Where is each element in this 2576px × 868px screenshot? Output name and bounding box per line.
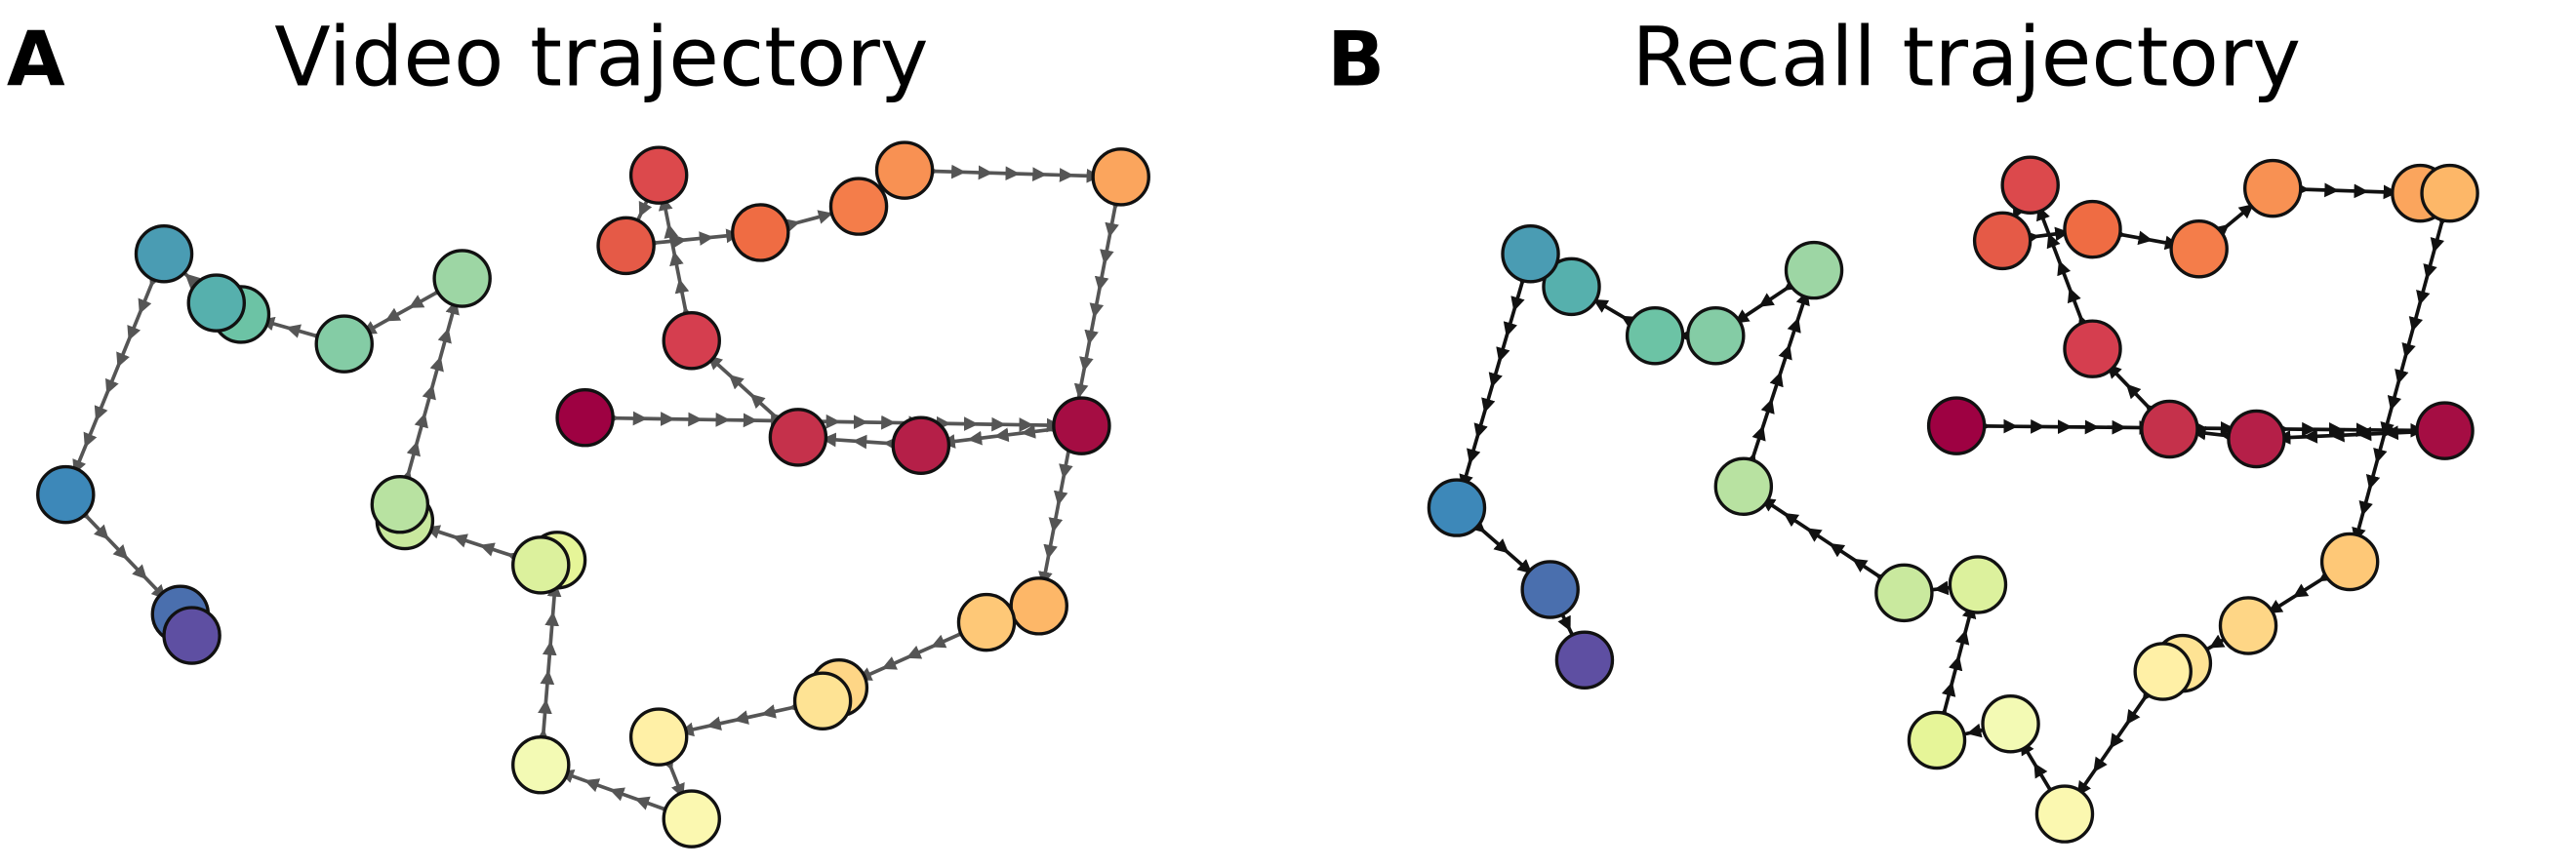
state-node: [2169, 219, 2229, 279]
state-node: [2319, 532, 2380, 592]
state-node: [1427, 478, 1487, 537]
state-node: [2034, 784, 2095, 844]
state-node: [731, 203, 790, 262]
state-node: [2227, 409, 2286, 469]
state-node: [2140, 399, 2199, 459]
edge: [1742, 269, 1816, 488]
state-node: [1625, 306, 1685, 366]
edge: [1742, 485, 1906, 595]
state-node: [891, 415, 951, 475]
state-node: [36, 464, 96, 525]
state-node: [792, 671, 853, 730]
edge: [1956, 418, 2445, 438]
state-node: [1926, 396, 1987, 455]
state-node: [768, 408, 828, 467]
state-node: [134, 224, 194, 284]
state-node: [1009, 576, 1068, 636]
panel-title: Recall trajectory: [1631, 9, 2301, 104]
state-node: [1972, 211, 2033, 271]
edge: [1455, 253, 1533, 509]
state-node: [1784, 240, 1844, 300]
trajectory-panel: [36, 140, 1150, 848]
state-node: [1542, 256, 1601, 317]
state-node: [2243, 158, 2303, 218]
state-node: [1948, 555, 2008, 614]
state-node: [1981, 694, 2040, 754]
state-node: [370, 474, 430, 534]
state-node: [1091, 147, 1150, 207]
edge: [2348, 192, 2452, 563]
edge: [535, 560, 562, 766]
plots: [36, 140, 2479, 848]
state-node: [162, 606, 221, 665]
state-node: [2063, 319, 2122, 378]
edge: [905, 163, 1121, 183]
state-node: [511, 535, 571, 595]
state-node: [314, 314, 374, 374]
state-node: [555, 387, 615, 448]
edge: [398, 277, 464, 505]
state-node: [1052, 396, 1111, 455]
state-node: [2218, 596, 2278, 655]
state-node: [432, 249, 492, 308]
state-node: [662, 311, 721, 371]
state-node: [1713, 456, 1774, 516]
state-node: [1554, 630, 1615, 690]
state-node: [628, 145, 689, 205]
state-node: [1501, 224, 1560, 284]
state-node: [1686, 306, 1746, 366]
edge: [63, 253, 166, 495]
state-node: [828, 177, 889, 236]
state-node: [596, 216, 656, 276]
panel-title: Video trajectory: [274, 9, 928, 104]
state-node: [2133, 642, 2193, 701]
trajectory-panel: [1427, 155, 2479, 844]
panel-label: B: [1327, 16, 1385, 103]
edge: [1036, 177, 1125, 607]
state-node: [1874, 563, 1934, 623]
state-node: [511, 734, 571, 795]
state-node: [662, 789, 721, 848]
state-node: [2000, 155, 2060, 215]
state-node: [2063, 199, 2122, 259]
state-node: [2415, 401, 2475, 460]
state-node: [1907, 710, 1967, 770]
state-node: [186, 273, 246, 333]
state-node: [1520, 560, 1580, 619]
state-node: [956, 592, 1017, 652]
edge: [584, 411, 1082, 433]
panel-label: A: [7, 16, 65, 103]
edges: [63, 163, 1125, 821]
state-node: [628, 707, 689, 767]
state-node: [2420, 163, 2479, 223]
state-node: [874, 140, 935, 200]
